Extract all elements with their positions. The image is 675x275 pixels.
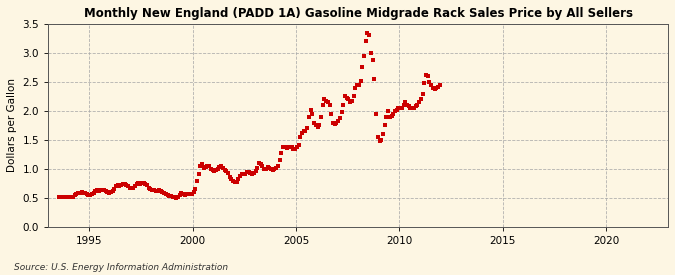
Title: Monthly New England (PADD 1A) Gasoline Midgrade Rack Sales Price by All Sellers: Monthly New England (PADD 1A) Gasoline M… <box>84 7 632 20</box>
Y-axis label: Dollars per Gallon: Dollars per Gallon <box>7 78 17 172</box>
Text: Source: U.S. Energy Information Administration: Source: U.S. Energy Information Administ… <box>14 263 227 272</box>
